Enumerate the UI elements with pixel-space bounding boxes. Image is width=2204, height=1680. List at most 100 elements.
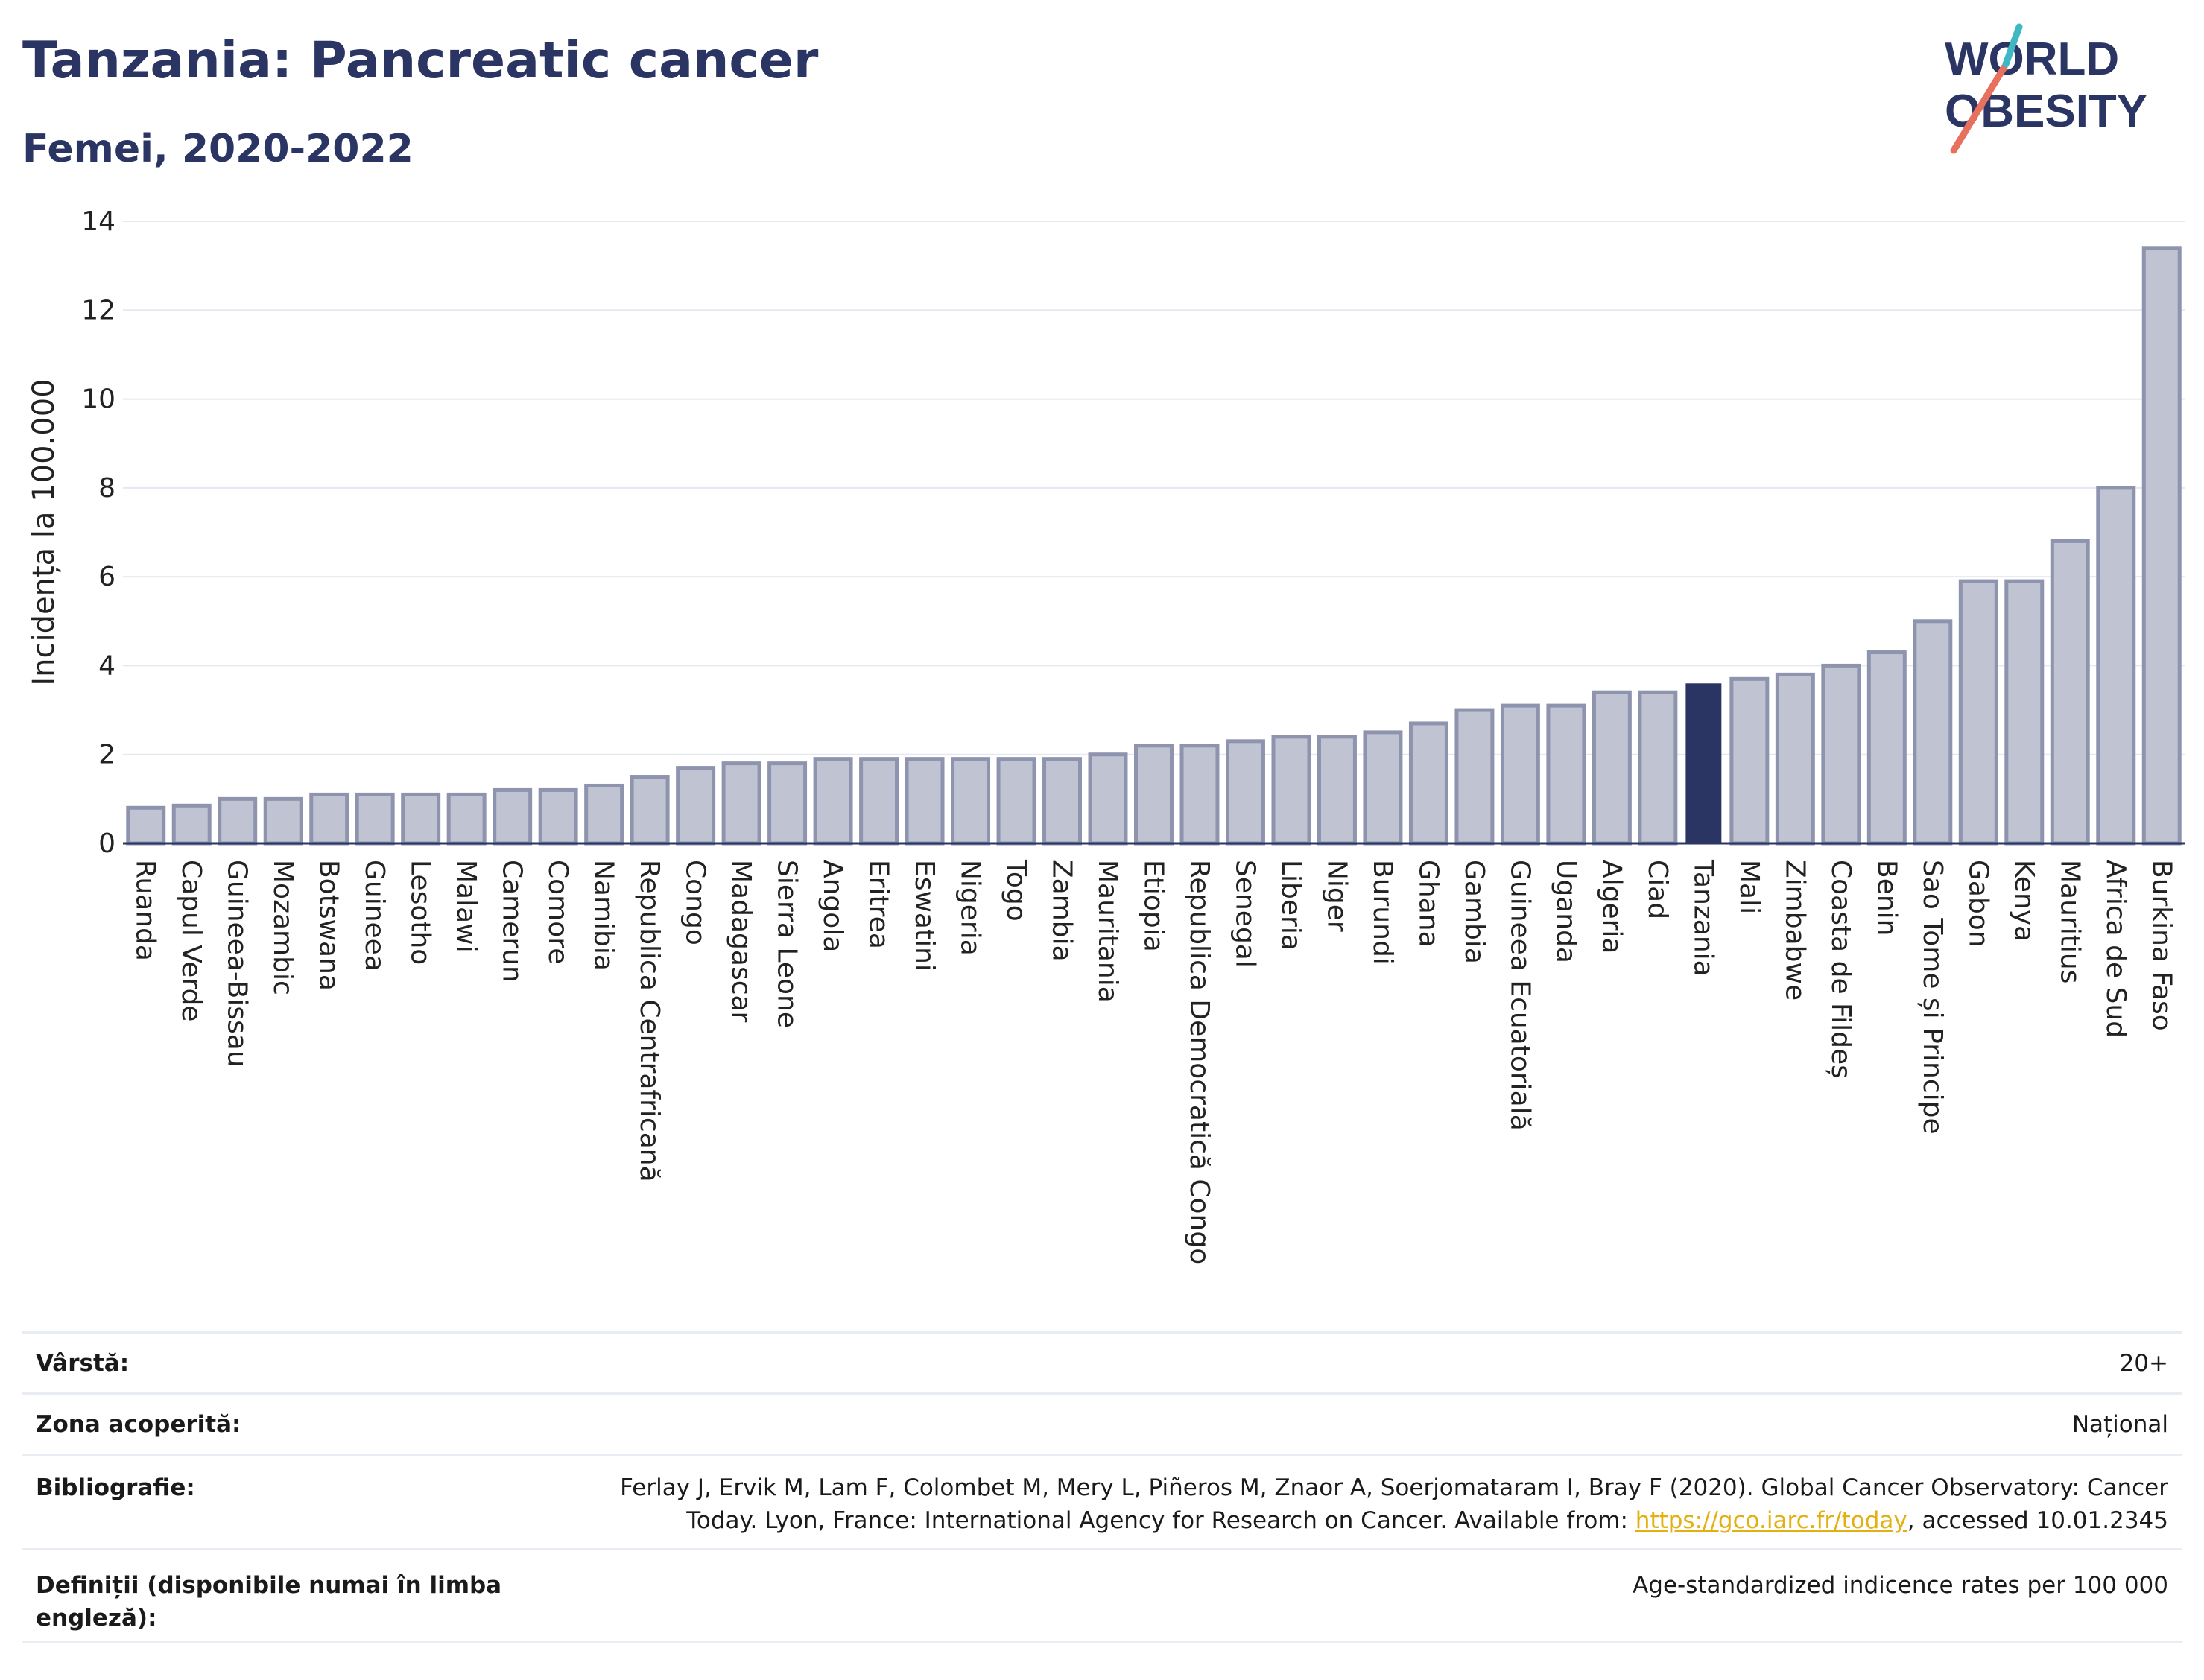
bar [1958, 579, 1998, 846]
x-tick-label: Comore [542, 860, 573, 964]
x-tick-label: Guineea [359, 860, 390, 971]
x-tick-label: Tanzania [1688, 859, 1718, 977]
bar [1271, 735, 1311, 846]
bibliography-line-1: Ferlay J, Ervik M, Lam F, Colombet M, Me… [620, 1474, 2168, 1501]
bar [1363, 730, 1403, 846]
x-tick-label: Algeria [1596, 860, 1627, 954]
y-axis-title: Incidența la 100.000 [27, 378, 61, 685]
x-tick-label: Benin [1871, 860, 1901, 936]
bar [2004, 579, 2045, 846]
x-tick-label: Africa de Sud [2100, 860, 2131, 1038]
x-tick-label: Eswatini [909, 860, 940, 971]
bar [218, 796, 258, 846]
bar [1775, 672, 1815, 846]
y-tick-label: 8 [98, 473, 115, 504]
bar [1179, 744, 1220, 846]
world-obesity-logo: WORLD OBESITY [1945, 23, 2147, 154]
age-value: 20+ [2119, 1350, 2168, 1377]
x-tick-label: Botswana [314, 860, 344, 991]
bar [1042, 757, 1083, 846]
x-tick-label: Burundi [1367, 860, 1398, 965]
x-tick-label: Republica Democratică Congo [1184, 860, 1215, 1264]
meta-row-age: Vârstă: 20+ [22, 1331, 2182, 1393]
x-tick-label: Republica Centrafricană [634, 860, 665, 1182]
bibliography-line-2: Today. Lyon, France: International Agenc… [604, 1504, 2168, 1537]
bar [171, 803, 212, 846]
x-tick-label: Ghana [1413, 860, 1443, 948]
bar [1866, 650, 1907, 846]
bar-chart: 0 2 4 6 8 10 12 14 Ruanda Capul Verde Guineea-Bis… [27, 206, 2185, 1264]
bar [1821, 663, 1861, 846]
bibliography-value: Ferlay J, Ervik M, Lam F, Colombet M, Me… [604, 1471, 2168, 1537]
x-tick-label: Sao Tome și Principe [1917, 860, 1948, 1135]
y-tick-label: 4 [98, 650, 115, 681]
bar [1500, 703, 1540, 846]
x-tick-label: Malawi [451, 860, 481, 953]
bar [1134, 744, 1174, 846]
bar [721, 761, 761, 846]
x-tick-label: Nigeria [955, 860, 986, 956]
bar [538, 787, 578, 846]
bar [355, 792, 395, 846]
x-tick-label: Eritrea [864, 860, 894, 949]
x-tick-label: Namibia [589, 860, 619, 971]
x-tick-label: Senegal [1229, 860, 1260, 968]
x-tick-label: Etiopia [1139, 860, 1169, 952]
bar [2050, 539, 2090, 846]
bar [1225, 739, 1265, 846]
x-tick-label: Madagascar [726, 860, 756, 1023]
y-tick-label: 2 [98, 740, 115, 770]
bibliography-link[interactable]: https://gco.iarc.fr/today [1635, 1507, 1907, 1534]
bar [126, 805, 166, 846]
bar [1729, 676, 1770, 846]
bar [767, 761, 808, 846]
x-tick-label: Gambia [1459, 860, 1489, 964]
age-label: Vârstă: [36, 1350, 130, 1377]
x-tick-label: Uganda [1551, 860, 1581, 963]
y-tick-label: 10 [81, 384, 115, 415]
x-tick-label: Capul Verde [176, 860, 206, 1021]
bar [996, 757, 1036, 846]
bar [309, 792, 349, 846]
bar [446, 792, 487, 846]
x-tick-label: Liberia [1276, 860, 1306, 951]
x-tick-label: Niger [1321, 860, 1352, 932]
meta-row-bibliography: Bibliografie: Ferlay J, Ervik M, Lam F, … [22, 1454, 2182, 1550]
x-tick-label: Kenya [2009, 860, 2039, 942]
x-tick-label: Congo [680, 860, 711, 945]
bar [263, 796, 303, 846]
x-tick-label: Zimbabwe [1779, 860, 1810, 1001]
x-tick-label: Zambia [1047, 860, 1077, 962]
coverage-value: Național [2071, 1411, 2168, 1438]
x-tick-label: Guineea-Bissau [222, 860, 253, 1068]
bar [2096, 486, 2136, 846]
x-tick-label: Coasta de Fildeș [1825, 860, 1856, 1079]
x-tick-label: Mali [1734, 860, 1764, 914]
meta-row-coverage: Zona acoperită: Național [22, 1392, 2182, 1454]
bar [905, 757, 945, 846]
x-tick-label: Mauritania [1092, 860, 1123, 1003]
bar [2141, 246, 2182, 846]
bar [813, 757, 853, 846]
bar [859, 757, 899, 846]
bar [630, 775, 670, 846]
x-tick-label: Guineea Ecuatorială [1504, 860, 1535, 1131]
y-tick-label: 6 [98, 562, 115, 592]
page-title: Tanzania: Pancreatic cancer [22, 31, 819, 90]
bibliography-accessed: , accessed 10.01.2345 [1907, 1507, 2168, 1534]
bar [1454, 708, 1495, 846]
x-tick-label: Togo [1001, 859, 1031, 922]
bar [1592, 690, 1632, 846]
bar [1638, 690, 1678, 846]
bibliography-text: Today. Lyon, France: International Agenc… [686, 1507, 1635, 1534]
x-tick-label: Ciad [1642, 860, 1673, 919]
x-axis-ticks: Ruanda Capul Verde Guineea-Bissau Mozambic B… [130, 859, 2177, 1264]
coverage-label: Zona acoperită: [36, 1411, 241, 1438]
bibliography-label: Bibliografie: [36, 1474, 195, 1501]
svg-text:WORLD: WORLD [1945, 34, 2119, 85]
meta-row-definitions: Definiții (disponibile numai în limba en… [22, 1548, 2182, 1643]
bar [493, 787, 533, 846]
y-axis-ticks: 0 2 4 6 8 10 12 14 [81, 206, 115, 859]
table-bottom-border [22, 1641, 2182, 1643]
y-tick-label: 0 [98, 828, 115, 859]
